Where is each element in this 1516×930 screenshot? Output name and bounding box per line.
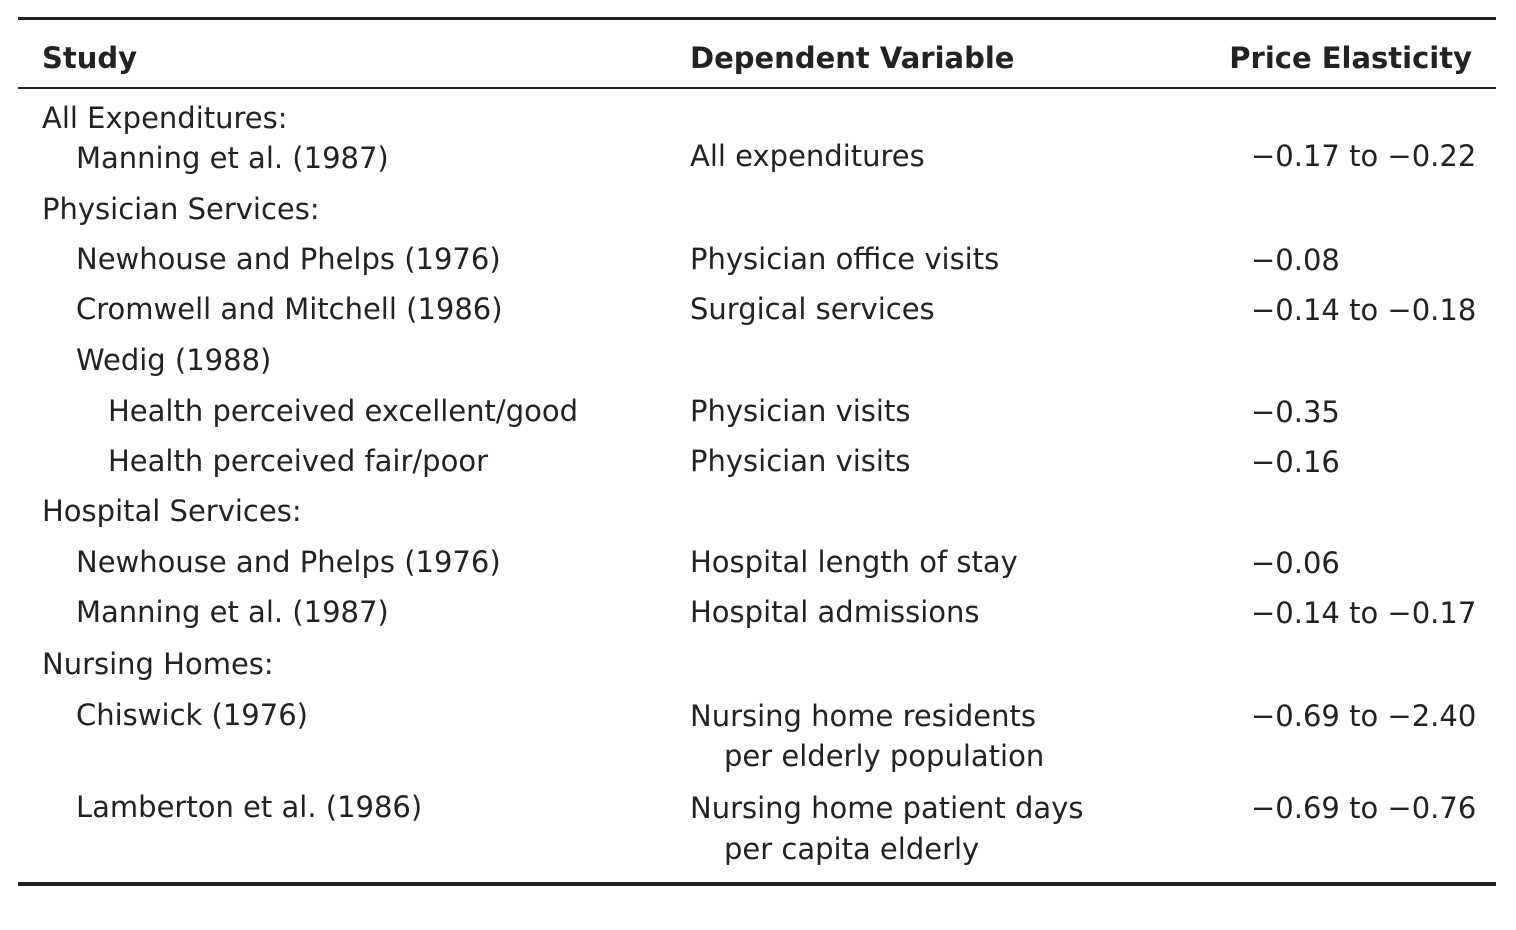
table-header-rule xyxy=(18,87,1496,89)
dependent-variable-cell: Physician office visits xyxy=(690,242,1000,276)
dependent-variable-cell: Nursing home patient days xyxy=(690,791,1084,825)
elasticity-cell: −0.35 xyxy=(1251,395,1340,429)
study-cell: Manning et al. (1987) xyxy=(76,595,389,629)
elasticity-cell: −0.69 to −2.40 xyxy=(1251,699,1477,733)
study-cell: Newhouse and Phelps (1976) xyxy=(76,242,501,276)
study-cell: Cromwell and Mitchell (1986) xyxy=(76,292,503,326)
study-cell: Manning et al. (1987) xyxy=(76,141,389,175)
dependent-variable-cell: Hospital length of stay xyxy=(690,545,1018,579)
section-title-all-expenditures: All Expenditures: xyxy=(42,101,288,135)
study-subgroup-cell: Health perceived excellent/good xyxy=(108,394,579,428)
elasticity-cell: −0.06 xyxy=(1251,546,1340,580)
study-cell: Newhouse and Phelps (1976) xyxy=(76,545,501,579)
study-cell: Lamberton et al. (1986) xyxy=(76,790,423,824)
elasticity-cell: −0.08 xyxy=(1251,243,1340,277)
dependent-variable-continuation: per capita elderly xyxy=(724,832,980,866)
elasticity-cell: −0.14 to −0.17 xyxy=(1251,596,1477,630)
elasticity-cell: −0.17 to −0.22 xyxy=(1251,139,1477,173)
header-dependent-variable: Dependent Variable xyxy=(690,41,1015,75)
study-subgroup-cell: Health perceived fair/poor xyxy=(108,444,489,478)
study-cell: Wedig (1988) xyxy=(76,343,272,377)
elasticity-cell: −0.69 to −0.76 xyxy=(1251,791,1477,825)
header-study: Study xyxy=(42,41,138,75)
table-top-rule xyxy=(18,17,1496,20)
section-title-hospital-services: Hospital Services: xyxy=(42,494,302,528)
section-title-nursing-homes: Nursing Homes: xyxy=(42,647,274,681)
dependent-variable-cell: Physician visits xyxy=(690,394,911,428)
table-bottom-rule xyxy=(18,882,1496,886)
dependent-variable-cell: Physician visits xyxy=(690,444,911,478)
study-cell: Chiswick (1976) xyxy=(76,698,308,732)
dependent-variable-continuation: per elderly population xyxy=(724,739,1045,773)
dependent-variable-cell: Hospital admissions xyxy=(690,595,980,629)
dependent-variable-cell: Surgical services xyxy=(690,292,935,326)
section-title-physician-services: Physician Services: xyxy=(42,192,320,226)
elasticity-cell: −0.16 xyxy=(1251,445,1340,479)
dependent-variable-cell: All expenditures xyxy=(690,139,925,173)
dependent-variable-cell: Nursing home residents xyxy=(690,699,1037,733)
elasticity-cell: −0.14 to −0.18 xyxy=(1251,293,1477,327)
header-price-elasticity: Price Elasticity xyxy=(1229,41,1472,75)
